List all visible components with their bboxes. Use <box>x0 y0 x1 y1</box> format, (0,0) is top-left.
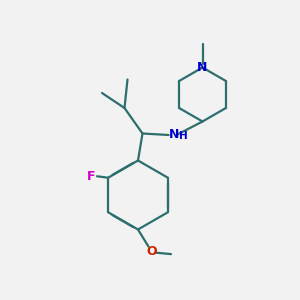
Text: H: H <box>179 131 188 142</box>
Text: O: O <box>146 244 157 258</box>
Text: N: N <box>197 61 208 74</box>
Text: N: N <box>169 128 179 142</box>
Text: F: F <box>87 170 96 183</box>
